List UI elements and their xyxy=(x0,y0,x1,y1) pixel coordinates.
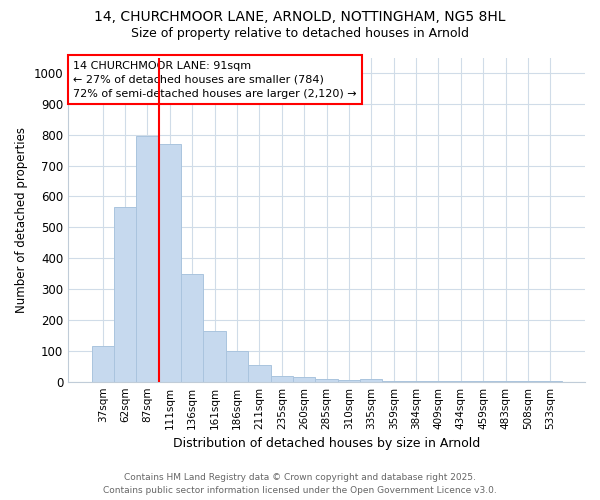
Bar xyxy=(427,381,449,382)
Text: Contains HM Land Registry data © Crown copyright and database right 2025.
Contai: Contains HM Land Registry data © Crown c… xyxy=(103,474,497,495)
Text: Size of property relative to detached houses in Arnold: Size of property relative to detached ho… xyxy=(131,28,469,40)
Bar xyxy=(248,364,271,382)
Bar xyxy=(181,274,203,382)
Bar xyxy=(136,136,158,382)
Bar xyxy=(338,380,360,382)
Text: 14 CHURCHMOOR LANE: 91sqm
← 27% of detached houses are smaller (784)
72% of semi: 14 CHURCHMOOR LANE: 91sqm ← 27% of detac… xyxy=(73,60,357,98)
Bar xyxy=(271,376,293,382)
Bar xyxy=(293,377,316,382)
Bar xyxy=(382,381,405,382)
Bar xyxy=(92,346,114,382)
Bar xyxy=(203,330,226,382)
Y-axis label: Number of detached properties: Number of detached properties xyxy=(15,126,28,312)
Text: 14, CHURCHMOOR LANE, ARNOLD, NOTTINGHAM, NG5 8HL: 14, CHURCHMOOR LANE, ARNOLD, NOTTINGHAM,… xyxy=(94,10,506,24)
Bar xyxy=(226,351,248,382)
Bar xyxy=(360,379,382,382)
Bar xyxy=(158,144,181,382)
Bar xyxy=(316,379,338,382)
Bar xyxy=(114,207,136,382)
X-axis label: Distribution of detached houses by size in Arnold: Distribution of detached houses by size … xyxy=(173,437,480,450)
Bar xyxy=(494,381,517,382)
